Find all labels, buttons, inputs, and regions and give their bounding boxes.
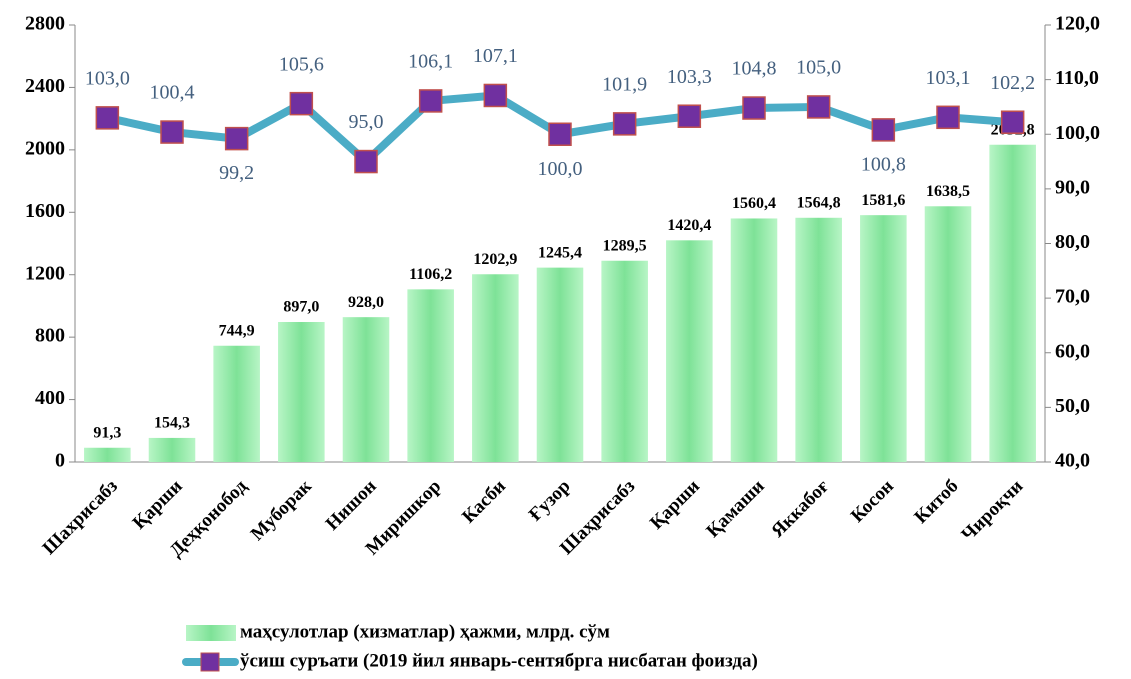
bar xyxy=(989,144,1036,462)
marker xyxy=(1000,110,1025,134)
x-tick-label: Муборак xyxy=(247,476,316,545)
bar-label: 1560,4 xyxy=(732,195,776,212)
marker xyxy=(677,104,702,128)
bar xyxy=(860,215,907,462)
bar xyxy=(730,218,778,462)
bar-label: 1106,2 xyxy=(409,266,452,283)
marker xyxy=(806,95,831,119)
line-label: 103,1 xyxy=(926,67,971,89)
x-tick-label: Яккабоғ xyxy=(767,476,833,542)
bar xyxy=(213,345,260,462)
line-label: 95,0 xyxy=(349,111,384,133)
y-tick-label: 0 xyxy=(55,450,65,472)
bar xyxy=(795,217,842,462)
marker xyxy=(224,126,249,151)
line-label: 106,1 xyxy=(408,51,453,73)
legend-marker xyxy=(200,652,220,672)
y-tick-label: 2800 xyxy=(25,13,65,35)
bar-label: 1564,8 xyxy=(797,194,841,211)
marker xyxy=(354,149,378,174)
line-label: 100,4 xyxy=(150,82,195,104)
y2-tick-label: 70,0 xyxy=(1055,286,1090,308)
marker xyxy=(289,91,314,116)
line-label: 105,0 xyxy=(796,57,841,79)
x-tick-label: Қарши xyxy=(129,476,187,534)
y2-tick-label: 60,0 xyxy=(1055,340,1090,362)
bar xyxy=(407,289,454,462)
y-tick-label: 2400 xyxy=(25,75,65,97)
bar xyxy=(148,437,196,462)
y2-tick-label: 80,0 xyxy=(1055,231,1090,253)
y-tick-label: 2000 xyxy=(25,137,65,159)
x-tick-label: Чироқчи xyxy=(958,476,1028,546)
bar xyxy=(924,206,972,462)
line-label: 103,3 xyxy=(667,66,712,88)
bar-label: 1245,4 xyxy=(538,244,582,261)
marker xyxy=(548,122,572,146)
marker xyxy=(612,112,637,136)
y-tick-label: 1200 xyxy=(25,262,65,284)
x-tick-label: Қамаши xyxy=(702,476,768,542)
marker xyxy=(418,89,443,113)
bar-label: 1581,6 xyxy=(861,192,905,209)
y2-tick-label: 50,0 xyxy=(1055,395,1090,417)
bar xyxy=(472,274,519,462)
y2-tick-label: 120,0 xyxy=(1055,13,1100,35)
bar-label: 897,0 xyxy=(283,299,319,316)
bar xyxy=(601,260,648,462)
line-label: 100,0 xyxy=(538,158,583,180)
bar-label: 1420,4 xyxy=(667,217,711,234)
bar xyxy=(536,267,584,462)
y2-tick-label: 110,0 xyxy=(1055,67,1099,89)
y-tick-label: 400 xyxy=(35,387,65,409)
y2-tick-label: 40,0 xyxy=(1055,450,1090,472)
bar xyxy=(342,317,390,462)
line-label: 100,8 xyxy=(861,153,906,175)
y-tick-label: 1600 xyxy=(25,200,65,222)
x-tick-label: Китоб xyxy=(910,476,962,528)
x-tick-label: Нишон xyxy=(322,476,381,535)
marker xyxy=(160,120,184,144)
line-label: 107,1 xyxy=(473,45,518,67)
marker xyxy=(483,83,508,108)
x-tick-label: Косон xyxy=(847,476,898,527)
legend-label: маҳсулотлар (хизматлар) ҳажми, млрд. сўм xyxy=(240,621,610,642)
bar-label: 154,3 xyxy=(154,415,190,432)
line-label: 101,9 xyxy=(602,73,647,95)
legend-label: ўсиш суръати (2019 йил январь-сентябрга … xyxy=(240,650,758,671)
line-label: 103,0 xyxy=(85,67,130,89)
legend-swatch xyxy=(186,625,236,641)
bar-label: 928,0 xyxy=(348,294,384,311)
line-label: 99,2 xyxy=(219,162,254,184)
bar xyxy=(84,447,131,462)
marker xyxy=(871,118,896,142)
bar-label: 1202,9 xyxy=(473,251,517,268)
x-tick-label: Ғузор xyxy=(525,476,575,526)
bar-label: 1289,5 xyxy=(603,237,647,254)
bar xyxy=(278,322,325,462)
y-tick-label: 800 xyxy=(35,325,65,347)
line-label: 104,8 xyxy=(732,58,777,80)
x-tick-label: Касби xyxy=(458,476,510,528)
y2-tick-label: 100,0 xyxy=(1055,122,1100,144)
marker xyxy=(742,96,766,120)
line-label: 102,2 xyxy=(990,72,1035,94)
line-label: 105,6 xyxy=(279,53,324,75)
bar-label: 744,9 xyxy=(219,322,255,339)
marker xyxy=(936,105,960,130)
y2-tick-label: 90,0 xyxy=(1055,176,1090,198)
x-tick-label: Қарши xyxy=(646,476,704,534)
bar xyxy=(666,240,713,462)
bar-label: 91,3 xyxy=(93,424,121,441)
marker xyxy=(95,106,120,130)
x-tick-label: Шахрисабз xyxy=(39,476,122,559)
bar-label: 1638,5 xyxy=(926,183,970,200)
